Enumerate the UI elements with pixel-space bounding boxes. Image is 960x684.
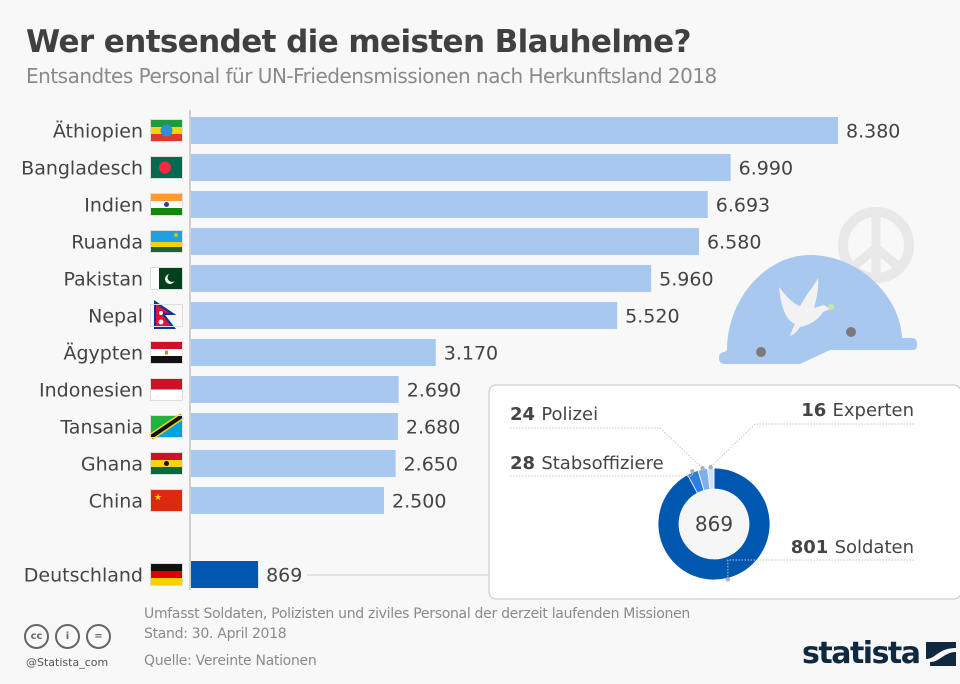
bar-indien[interactable]	[191, 191, 708, 218]
value-label: 6.693	[716, 195, 770, 217]
footnote-source: Quelle: Vereinte Nationen	[144, 653, 317, 669]
flag-tanzania-icon	[149, 413, 184, 440]
flag-india-icon	[150, 193, 183, 216]
bar-china[interactable]	[191, 487, 385, 514]
license-icons: cc i =	[24, 624, 111, 649]
bar-deutschland[interactable]	[191, 561, 259, 588]
dove-icon	[779, 278, 834, 336]
donut-label-stabsoffiziere: 28 Stabsoffiziere	[510, 453, 664, 474]
twitter-handle[interactable]: @Statista_com	[26, 656, 109, 669]
flag-germany-icon	[150, 563, 183, 586]
chart-title: Wer entsendet die meisten Blauhelme?	[26, 24, 692, 60]
value-label: 5.960	[659, 269, 713, 291]
statista-logo-icon	[925, 641, 956, 666]
footnote-scope: Umfasst Soldaten, Polizisten und ziviles…	[144, 606, 690, 622]
category-label: Äthiopien	[53, 120, 143, 143]
value-label: 8.380	[846, 121, 900, 143]
bar-äthiopien[interactable]	[191, 117, 838, 144]
category-label: Ägypten	[63, 342, 143, 365]
value-label: 2.690	[407, 380, 461, 402]
flag-indonesia-icon	[150, 378, 183, 401]
flag-rwanda-icon	[150, 230, 183, 253]
bar-pakistan[interactable]	[191, 265, 652, 292]
flag-ghana-icon	[150, 452, 183, 475]
statista-logo[interactable]: statista	[802, 636, 956, 671]
value-label: 6.990	[739, 158, 793, 180]
donut-center-label: 869	[695, 512, 733, 536]
flag-egypt-icon	[150, 341, 183, 364]
value-label: 2.680	[406, 417, 460, 439]
cc-icon[interactable]: cc	[24, 624, 49, 649]
flag-china-icon: ★	[150, 489, 183, 512]
chart-subtitle: Entsandtes Personal für UN-Friedensmissi…	[26, 64, 717, 88]
flag-ethiopia-icon	[150, 119, 183, 142]
flag-nepal-icon	[150, 300, 183, 329]
bar-bangladesch[interactable]	[191, 154, 731, 181]
category-label: Indien	[84, 195, 143, 217]
bar-ghana[interactable]	[191, 450, 396, 477]
value-label: 2.500	[392, 491, 446, 513]
category-label: Ruanda	[71, 232, 143, 254]
category-label: Tansania	[59, 417, 143, 439]
donut-label-polizei: 24 Polizei	[510, 404, 598, 425]
flag-pakistan-icon	[150, 267, 183, 290]
bar-ruanda[interactable]	[191, 228, 700, 255]
no-derivatives-icon[interactable]: =	[86, 624, 111, 649]
donut-label-soldaten: 801 Soldaten	[791, 537, 914, 558]
category-label: Nepal	[88, 306, 143, 328]
flag-bangladesh-icon	[150, 156, 183, 179]
value-label: 3.170	[444, 343, 498, 365]
peace-symbol-icon	[838, 207, 914, 283]
value-label: 6.580	[707, 232, 761, 254]
logo-text: statista	[802, 636, 921, 671]
bar-ägypten[interactable]	[191, 339, 436, 366]
category-label: Bangladesch	[21, 158, 143, 180]
category-label: China	[89, 491, 143, 513]
donut-hole	[679, 489, 749, 559]
attribution-icon[interactable]: i	[55, 624, 80, 649]
donut-label-experten: 16 Experten	[801, 400, 914, 421]
value-label: 2.650	[404, 454, 458, 476]
bar-nepal[interactable]	[191, 302, 618, 329]
value-label: 5.520	[625, 306, 679, 328]
bar-tansania[interactable]	[191, 413, 398, 440]
category-label: Pakistan	[63, 269, 143, 291]
footnote-date: Stand: 30. April 2018	[144, 626, 287, 642]
category-label: Indonesien	[39, 380, 143, 402]
value-label: 869	[266, 565, 302, 587]
svg-text:★: ★	[154, 492, 162, 502]
bar-indonesien[interactable]	[191, 376, 399, 403]
category-label: Ghana	[81, 454, 143, 476]
category-label: Deutschland	[24, 565, 143, 587]
